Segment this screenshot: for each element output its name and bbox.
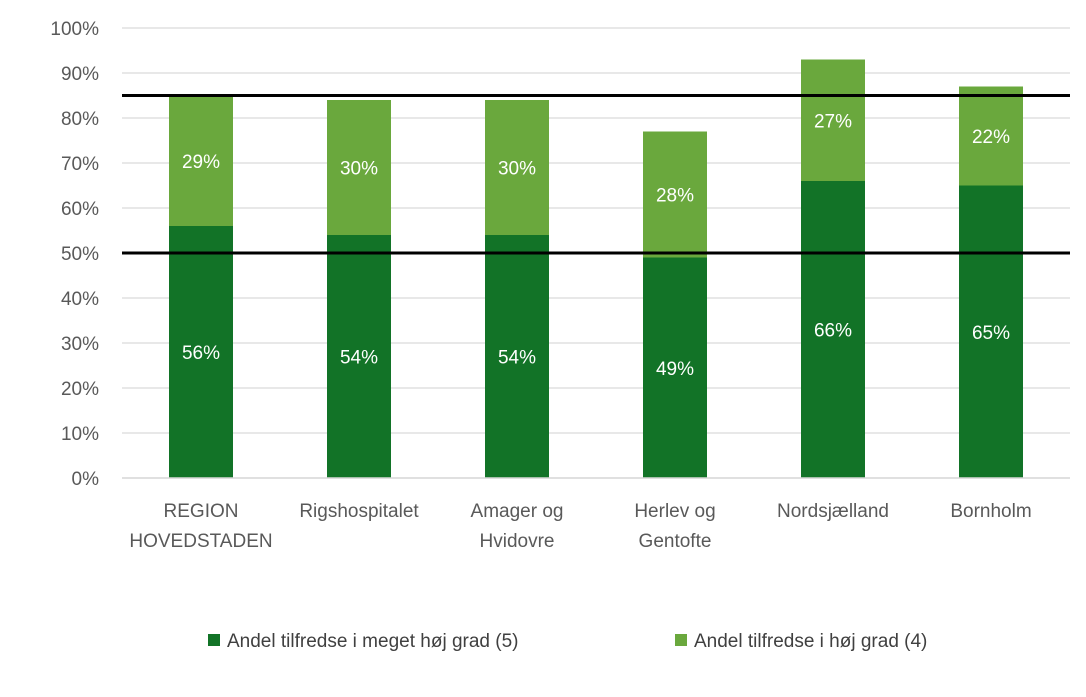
x-tick-label: Herlev og Gentofte [634, 501, 715, 552]
x-axis: REGION HOVEDSTADEN Rigshospitalet Amager og… [122, 477, 1070, 552]
x-tick-label-line: Amager og [471, 501, 564, 522]
x-tick-label: REGION HOVEDSTADEN [129, 501, 272, 552]
data-label: 28% [656, 186, 694, 207]
y-axis: 0% 10% 20% 30% 40% 50% 60% 70% 80% 90% 100% [50, 19, 99, 490]
data-label: 22% [972, 127, 1010, 148]
bar-segment [801, 59, 865, 181]
bar-segment [959, 185, 1023, 478]
x-tick-label: Bornholm [950, 501, 1031, 522]
data-label: 27% [814, 111, 852, 132]
y-tick-label: 50% [61, 244, 99, 265]
x-tick-label-line: Gentofte [639, 531, 712, 552]
bar-segment [801, 181, 865, 478]
y-tick-label: 90% [61, 64, 99, 85]
x-tick-label-line: REGION [164, 501, 239, 522]
bar-segment [327, 235, 391, 478]
y-tick-label: 40% [61, 289, 99, 310]
x-tick-label-line: Hvidovre [480, 531, 555, 552]
data-label: 66% [814, 321, 852, 342]
bar-segment [959, 86, 1023, 186]
legend: Andel tilfredse i meget høj grad (5) Ande… [208, 631, 927, 652]
y-tick-label: 70% [61, 154, 99, 175]
data-label: 29% [182, 152, 220, 173]
legend-swatch [208, 634, 220, 646]
data-label: 54% [340, 348, 378, 369]
x-tick-label: Rigshospitalet [299, 501, 419, 522]
data-label: 30% [498, 159, 536, 180]
bar-segment [169, 95, 233, 226]
bar-segment [485, 235, 549, 478]
bar-segment [643, 131, 707, 258]
legend-label: Andel tilfredse i høj grad (4) [694, 631, 927, 652]
y-tick-label: 80% [61, 109, 99, 130]
legend-swatch [675, 634, 687, 646]
data-label: 49% [656, 359, 694, 380]
data-label: 56% [182, 343, 220, 364]
bar-segment [643, 257, 707, 478]
bar-segment [485, 100, 549, 235]
data-label: 65% [972, 323, 1010, 344]
bar-segment [169, 226, 233, 478]
bars: 56% 29% 54% 30% 54% 30% 49% 28% 66% 27% 65% 22% [169, 59, 1023, 478]
x-tick-label-line: Rigshospitalet [299, 501, 419, 522]
data-label: 30% [340, 159, 378, 180]
reference-lines [122, 94, 1070, 255]
bar-segment [327, 100, 391, 235]
y-tick-label: 20% [61, 379, 99, 400]
y-tick-label: 100% [50, 19, 99, 40]
data-label: 54% [498, 348, 536, 369]
y-tick-label: 60% [61, 199, 99, 220]
x-tick-label-line: HOVEDSTADEN [129, 531, 272, 552]
x-tick-label-line: Bornholm [950, 501, 1031, 522]
y-tick-label: 30% [61, 334, 99, 355]
y-tick-label: 10% [61, 424, 99, 445]
x-tick-label: Nordsjælland [777, 501, 889, 522]
y-tick-label: 0% [72, 469, 100, 490]
legend-label: Andel tilfredse i meget høj grad (5) [227, 631, 518, 652]
x-tick-label: Amager og Hvidovre [471, 501, 564, 552]
x-tick-label-line: Herlev og [634, 501, 715, 522]
x-tick-label-line: Nordsjælland [777, 501, 889, 522]
